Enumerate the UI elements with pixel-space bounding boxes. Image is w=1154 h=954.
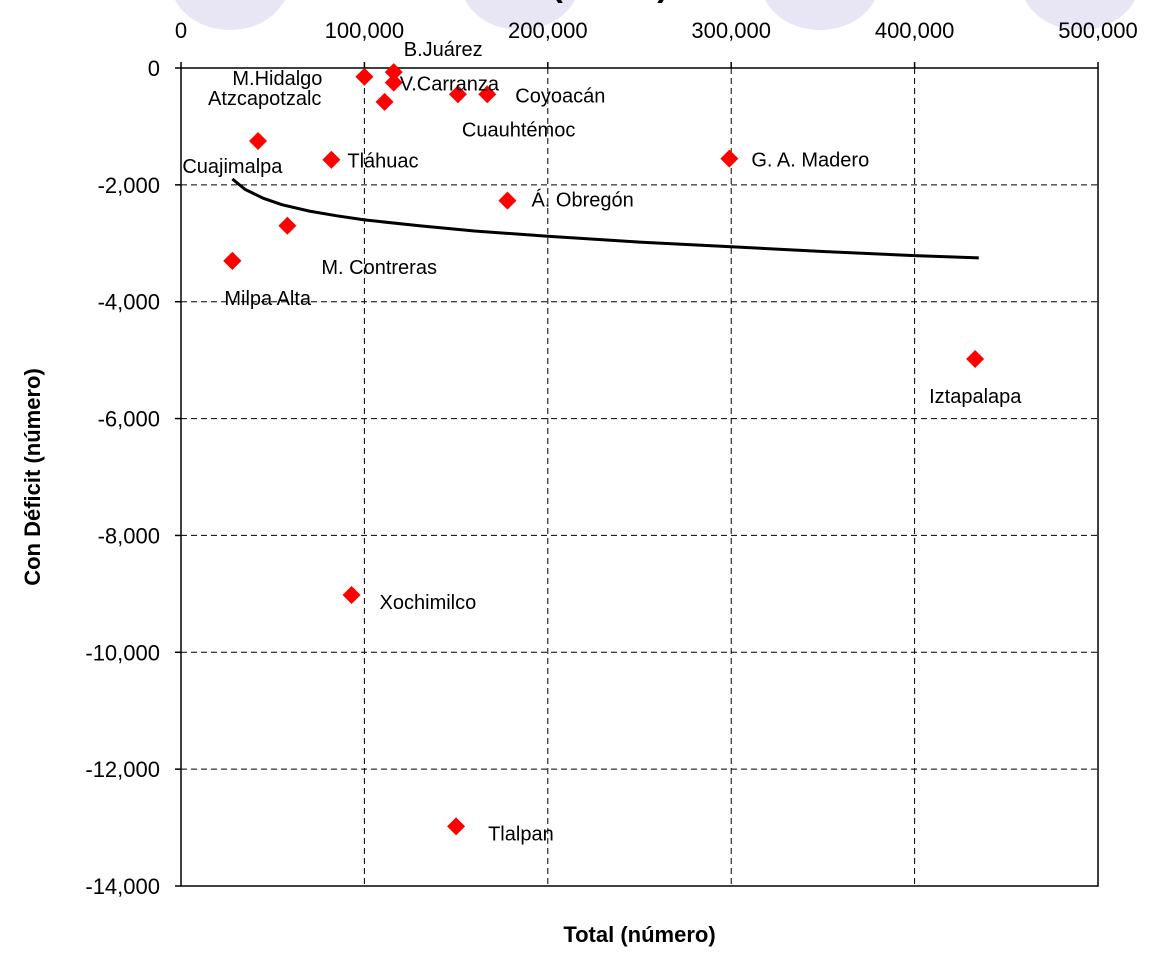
y-tick-label: -6,000 [98,407,160,432]
data-point-marker [355,67,374,86]
y-tick-label: -2,000 [98,173,160,198]
plot-area-frame [180,67,1099,887]
data-point-label: Tlalpan [488,823,554,845]
x-tick-label: 0 [175,18,187,43]
data-point-marker [278,216,297,235]
y-tick-label: 0 [148,56,160,81]
data-point-label: M.Hidalgo [232,68,322,90]
x-tick-label: 100,000 [325,18,405,43]
data-point-marker [384,73,403,92]
data-point-marker [966,349,985,368]
gridlines [181,68,1098,886]
y-axis-ticks: 0 -2,000 -4,000 -6,000 -8,000 -10,000 -12,000 -… [85,56,181,899]
x-axis-title: Total (número) [563,922,715,947]
data-point-label: Xochimilco [380,592,477,614]
data-point-label: B.Juárez [404,39,483,61]
data-point-marker [249,132,268,151]
y-tick-label: -4,000 [98,290,160,315]
data-point-label: Milpa Alta [224,288,312,310]
data-point-marker [720,149,739,168]
data-point-label: G. A. Madero [751,150,869,172]
x-axis-ticks: 0 100,000 200,000 300,000 400,000 500,000 [175,18,1138,68]
data-point-label: Cuajimalpa [182,156,283,178]
data-point-marker [447,817,466,836]
y-tick-label: -10,000 [85,640,160,665]
y-tick-label: -12,000 [85,757,160,782]
x-tick-label: 500,000 [1058,18,1138,43]
threshold-curve [231,177,979,260]
data-point-label: Atzcapotzalc [208,88,321,110]
data-point-label: V.Carranza [400,74,500,96]
y-tick-label: -8,000 [98,523,160,548]
data-point-label: M. Contreras [321,257,437,279]
data-point-marker [384,63,403,82]
data-point-label: Coyoacán [515,85,605,107]
data-point-marker [498,191,517,210]
x-tick-label: 200,000 [508,18,588,43]
data-point-marker [342,586,361,605]
data-point-label: Iztapalapa [929,386,1022,408]
data-point-marker [448,85,467,104]
y-tick-label: -14,000 [85,874,160,899]
data-point-marker [375,92,394,111]
data-point-marker [322,150,341,169]
x-tick-label: 300,000 [691,18,771,43]
data-point-label: Á. Obregón [531,189,633,212]
data-points [223,63,985,836]
point-labels: Atzcapotzalc Coyoacán Cuajimalpa G. A. Made… [182,39,1022,845]
x-tick-label: 400,000 [875,18,955,43]
data-point-marker [478,85,497,104]
data-point-label: Cuauhtémoc [462,119,575,141]
data-point-marker [223,251,242,270]
chart-title-fragment: ( ) [410,0,810,5]
y-axis-title: Con Déficit (número) [20,368,45,586]
data-point-label: Tláhuac [347,151,418,173]
